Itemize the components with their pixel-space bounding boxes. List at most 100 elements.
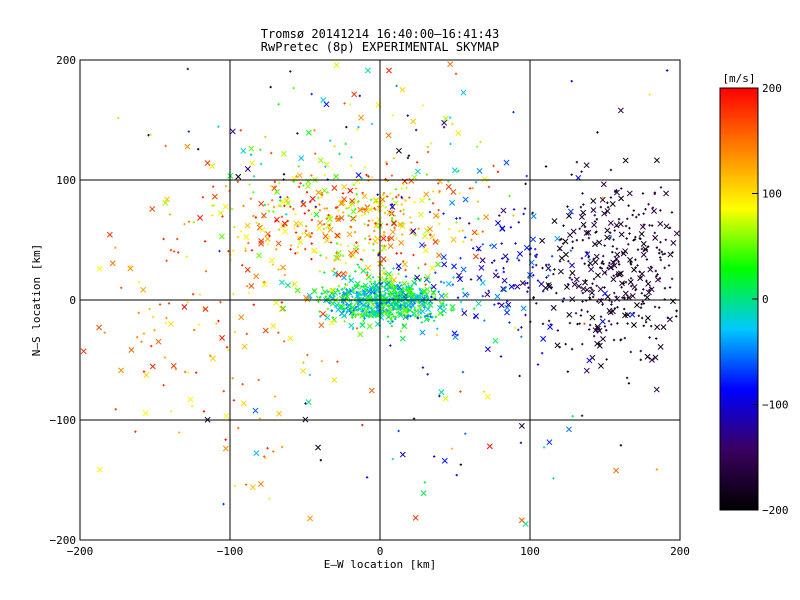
scatter-point-plus: [387, 236, 390, 239]
scatter-point-plus: [244, 249, 247, 253]
scatter-point-plus: [395, 195, 398, 199]
scatter-point-x: [530, 213, 537, 220]
colorbar-tick-label: 100: [762, 188, 782, 201]
x-tick-label: 0: [377, 545, 384, 558]
scatter-point-plus: [386, 287, 389, 291]
scatter-point-plus: [432, 319, 436, 322]
scatter-point-plus: [140, 340, 143, 343]
scatter-point-plus: [431, 202, 435, 205]
scatter-point-plus: [658, 251, 661, 255]
scatter-point-plus: [490, 261, 494, 264]
scatter-point-plus: [280, 445, 284, 449]
scatter-point-plus: [268, 234, 271, 237]
scatter-point-x: [440, 307, 447, 314]
x-tick-label: 200: [670, 545, 690, 558]
scatter-point-plus: [273, 180, 277, 184]
scatter-point-plus: [370, 122, 374, 126]
scatter-point-plus: [612, 338, 616, 342]
scatter-point-x: [395, 147, 402, 154]
scatter-point-plus: [359, 287, 362, 290]
scatter-point-plus: [277, 268, 280, 271]
scatter-point-plus: [306, 353, 309, 357]
scatter-point-plus: [544, 165, 548, 168]
scatter-point-x: [475, 245, 482, 252]
scatter-point-x: [321, 187, 328, 194]
scatter-point-plus: [352, 290, 355, 293]
scatter-point-plus: [547, 263, 551, 266]
scatter-point-plus: [535, 302, 538, 305]
scatter-point-plus: [675, 315, 678, 318]
scatter-point-x: [229, 128, 236, 135]
scatter-point-x: [460, 89, 467, 96]
scatter-point-plus: [400, 307, 403, 310]
scatter-point-plus: [540, 351, 544, 355]
scatter-point-x: [462, 196, 469, 203]
scatter-point-plus: [645, 258, 649, 261]
scatter-point-plus: [309, 235, 312, 238]
scatter-point-plus: [499, 355, 503, 358]
scatter-point-x: [432, 238, 439, 245]
scatter-point-x: [313, 211, 320, 218]
scatter-point-x: [609, 201, 616, 207]
scatter-point-x: [514, 283, 521, 290]
scatter-point-plus: [615, 189, 618, 192]
scatter-point-plus: [249, 153, 253, 156]
scatter-point-plus: [640, 292, 643, 295]
scatter-point-x: [479, 279, 486, 286]
scatter-point-plus: [576, 322, 579, 326]
scatter-point-plus: [402, 260, 405, 263]
scatter-point-plus: [239, 230, 243, 233]
scatter-point-plus: [149, 133, 152, 136]
scatter-point-plus: [349, 255, 353, 258]
scatter-point-plus: [567, 260, 570, 263]
scatter-point-x: [128, 346, 135, 353]
scatter-point-plus: [437, 182, 440, 185]
scatter-point-x: [567, 232, 573, 238]
scatter-point-plus: [651, 206, 655, 209]
scatter-point-plus: [165, 259, 168, 262]
scatter-point-plus: [277, 103, 280, 106]
scatter-point-plus: [362, 319, 365, 323]
scatter-point-plus: [520, 326, 523, 329]
scatter-point-plus: [385, 296, 388, 300]
scatter-point-x: [349, 200, 356, 207]
scatter-point-plus: [612, 238, 615, 241]
scatter-point-plus: [533, 254, 537, 258]
scatter-point-plus: [581, 291, 585, 295]
scatter-point-x: [660, 324, 667, 331]
scatter-point-plus: [615, 247, 619, 250]
scatter-point-plus: [385, 301, 388, 305]
scatter-point-plus: [236, 235, 240, 239]
scatter-point-plus: [657, 306, 661, 309]
scatter-point-plus: [289, 205, 292, 208]
scatter-point-plus: [386, 320, 390, 323]
scatter-point-plus: [310, 231, 314, 235]
scatter-point-plus: [114, 246, 117, 249]
scatter-point-plus: [431, 293, 435, 296]
scatter-point-plus: [587, 264, 590, 267]
scatter-point-plus: [387, 304, 390, 307]
scatter-point-plus: [588, 258, 591, 261]
scatter-point-x: [243, 234, 250, 241]
scatter-point-plus: [264, 135, 267, 139]
scatter-point-plus: [587, 255, 590, 259]
scatter-point-x: [270, 323, 277, 329]
scatter-point-x: [331, 376, 338, 383]
scatter-point-x: [551, 218, 558, 224]
scatter-point-plus: [558, 260, 562, 263]
scatter-point-plus: [142, 332, 146, 335]
scatter-point-plus: [399, 209, 402, 213]
scatter-point-plus: [659, 186, 663, 189]
scatter-point-x: [358, 114, 365, 121]
scatter-point-plus: [617, 217, 621, 221]
colorbar-ticks: 200 100 0 −100 −200: [752, 82, 789, 517]
scatter-point-plus: [351, 314, 354, 317]
scatter-point-x: [389, 203, 396, 210]
scatter-point-x: [331, 185, 338, 191]
scatter-point-x: [223, 413, 230, 420]
colorbar-label: [m/s]: [722, 72, 755, 85]
scatter-point-plus: [615, 224, 619, 228]
scatter-point-x: [316, 225, 323, 232]
scatter-point-plus: [495, 269, 498, 272]
scatter-point-plus: [345, 271, 348, 275]
